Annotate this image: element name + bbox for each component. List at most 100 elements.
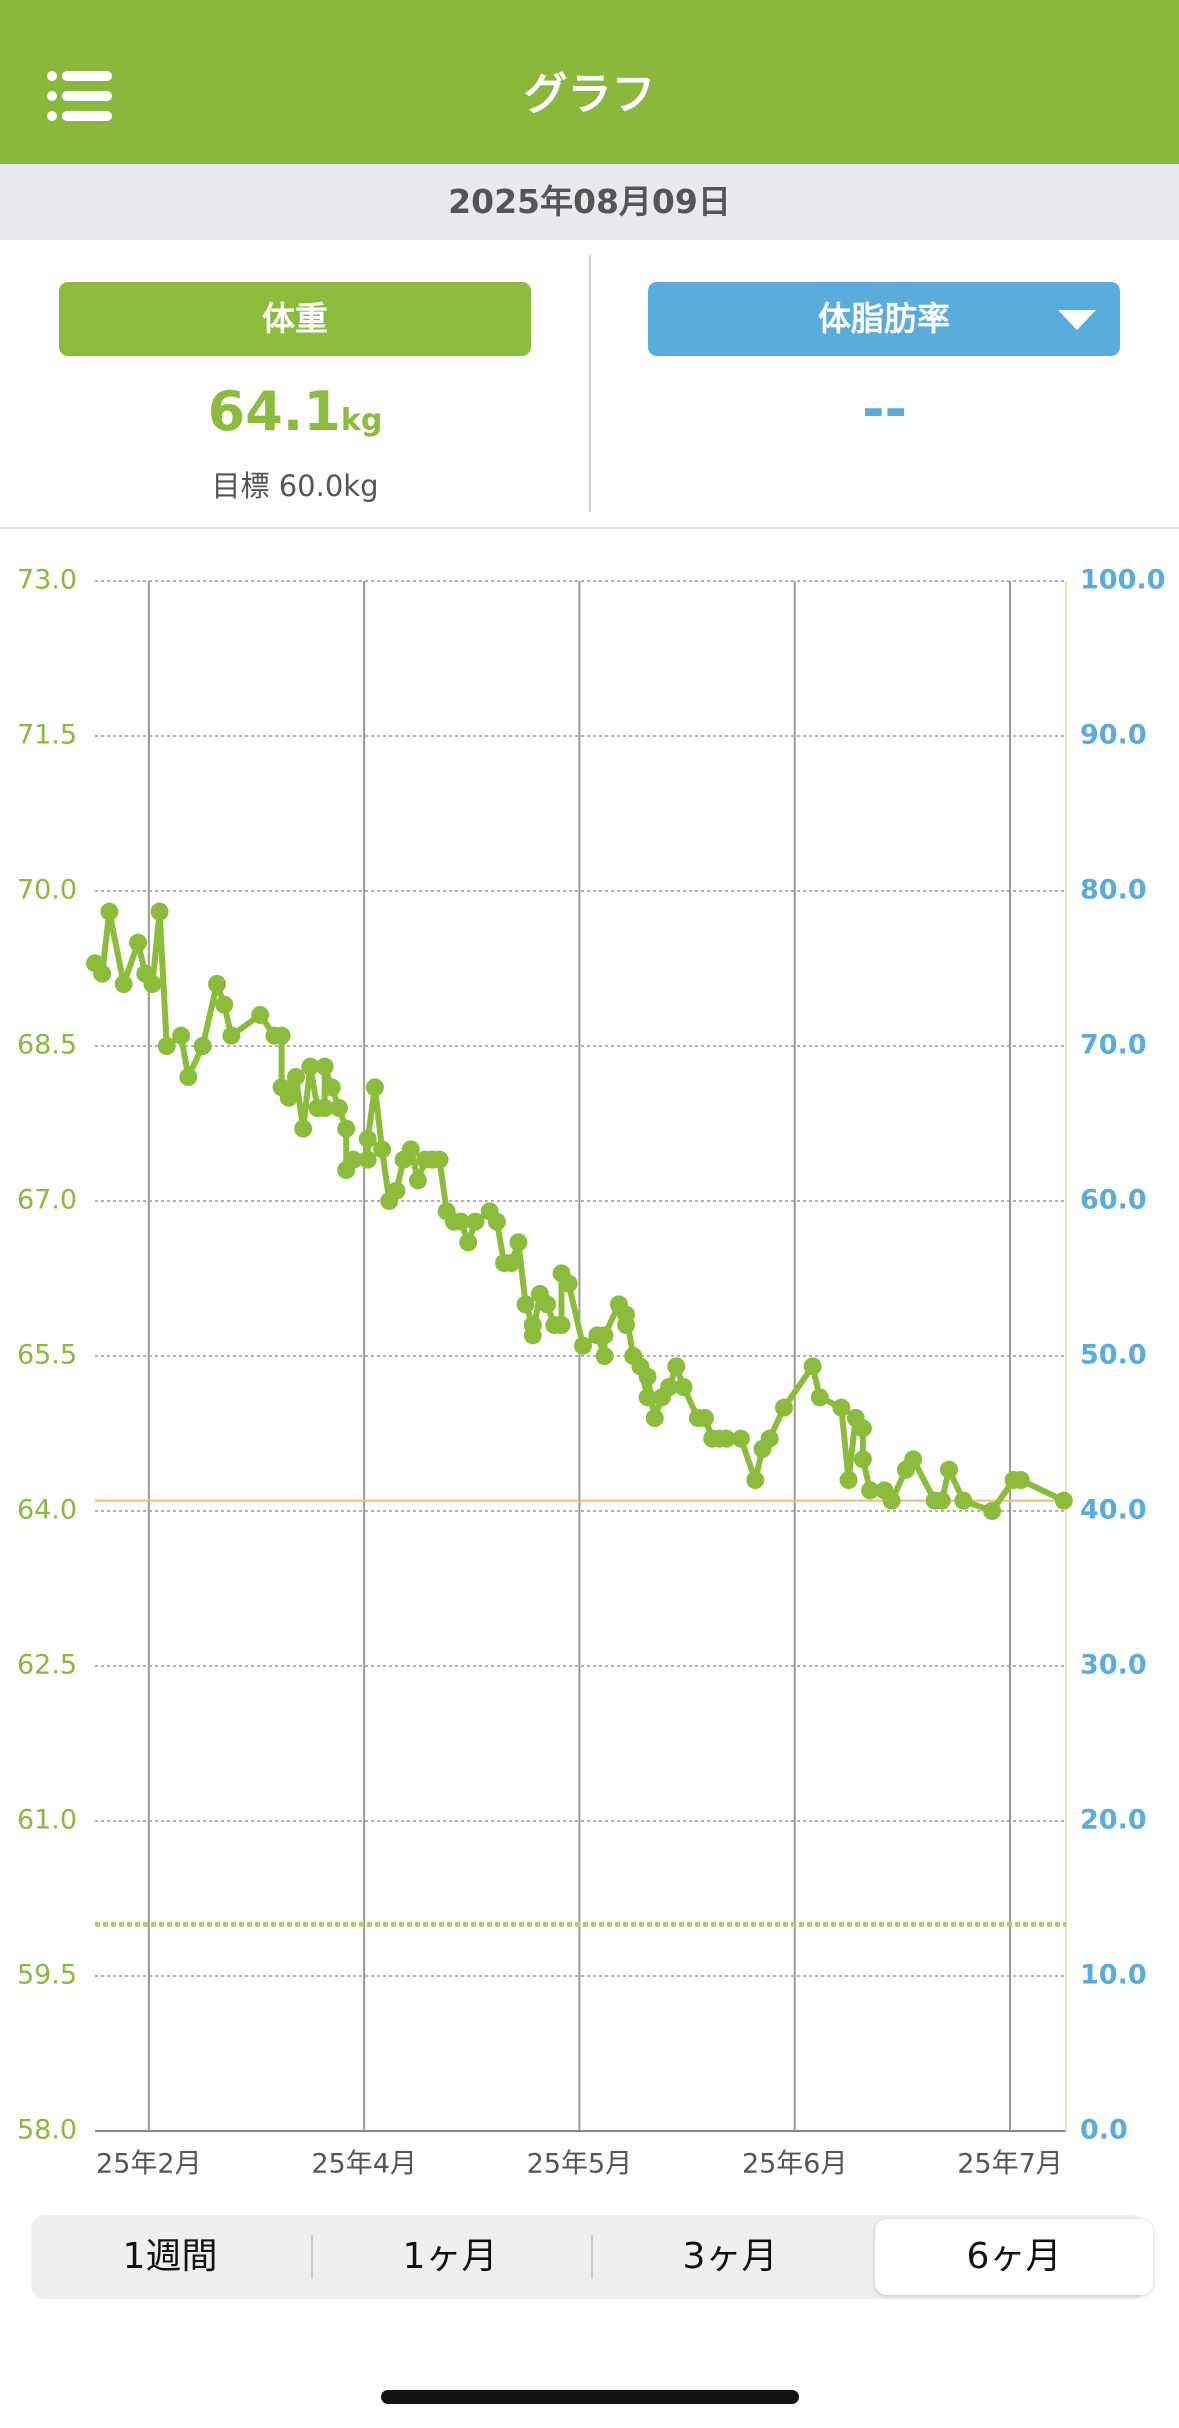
data-point	[401, 1140, 420, 1159]
y-tick-label: 67.0	[17, 1185, 77, 1216]
home-indicator	[381, 2390, 799, 2404]
data-point	[696, 1409, 715, 1427]
data-point	[559, 1274, 578, 1293]
value: 64.1	[207, 380, 341, 443]
data-point	[617, 1305, 636, 1324]
data-point	[502, 1254, 521, 1272]
data-point	[538, 1295, 557, 1314]
date: 2025年08月09日	[0, 164, 1179, 240]
data-point	[193, 1037, 212, 1055]
data-point	[523, 1326, 542, 1345]
data-point	[731, 1429, 750, 1448]
data-point	[315, 1057, 334, 1076]
data-point	[932, 1491, 951, 1510]
divider	[589, 255, 591, 512]
data-point	[810, 1388, 829, 1407]
data-point	[365, 1078, 384, 1097]
data-point	[373, 1140, 392, 1159]
y2-tick-label: 90.0	[1080, 720, 1147, 751]
data-point	[100, 902, 119, 921]
y2-tick-label: 10.0	[1080, 1960, 1147, 1991]
data-point	[272, 1026, 291, 1045]
data-point	[129, 933, 148, 952]
body-fat-button[interactable]: 体脂肪率	[648, 282, 1120, 356]
data-point	[839, 1471, 858, 1489]
data-point	[674, 1378, 693, 1396]
data-point	[667, 1357, 686, 1376]
y-tick-label: 65.5	[17, 1340, 77, 1371]
weight-goal: 目標 60.0kg	[211, 469, 379, 503]
data-point	[954, 1491, 973, 1510]
data-point	[595, 1326, 614, 1345]
data-point	[157, 1037, 176, 1055]
y2-tick-label: 20.0	[1080, 1805, 1147, 1836]
data-point	[322, 1078, 341, 1097]
data-point	[337, 1119, 356, 1138]
data-point	[882, 1491, 901, 1510]
data-point	[344, 1150, 363, 1169]
y-tick-label: 58.0	[17, 2115, 77, 2146]
y-tick-label: 59.5	[17, 1960, 77, 1991]
x-tick-label: 25年6月	[742, 2149, 848, 2180]
data-point	[983, 1502, 1002, 1520]
data-point	[595, 1347, 614, 1365]
chart: 58.0 59.5 61.0 62.5 64.0 65.5 67.0 68.5 70.0 71.5…	[17, 565, 1165, 2180]
data-point	[286, 1068, 305, 1086]
data-point	[774, 1398, 793, 1417]
separator	[0, 527, 1179, 529]
data-point	[222, 1026, 241, 1045]
data-point	[638, 1367, 657, 1386]
data-point	[430, 1150, 449, 1169]
tab[interactable]: 1週間	[122, 2236, 218, 2277]
data-point	[172, 1026, 191, 1045]
data-point	[717, 1429, 736, 1448]
y2-tick-label: 50.0	[1080, 1340, 1147, 1371]
y2-tick-label: 0.0	[1080, 2115, 1128, 2146]
data-point	[408, 1171, 427, 1190]
y2-tick-label: 40.0	[1080, 1495, 1147, 1526]
data-point	[552, 1316, 571, 1334]
weight-button[interactable]: 体重	[59, 282, 531, 356]
weight-value: 64.1kg	[0, 380, 590, 443]
y-tick-label: 73.0	[17, 565, 77, 596]
data-point	[638, 1388, 657, 1407]
tab[interactable]: 1ヶ月	[402, 2236, 498, 2277]
y-tick-label: 68.5	[17, 1030, 77, 1061]
data-point	[904, 1450, 923, 1469]
data-point	[832, 1398, 851, 1417]
data-point	[294, 1119, 313, 1138]
x-tick-label: 25年4月	[311, 2149, 417, 2180]
data-point	[574, 1336, 593, 1355]
data-point	[853, 1450, 872, 1469]
data-point	[387, 1181, 406, 1200]
data-point	[452, 1212, 471, 1231]
y2-tick-label: 30.0	[1080, 1650, 1147, 1681]
data-point	[315, 1099, 334, 1117]
dropdown-icon	[1058, 310, 1096, 330]
data-point	[330, 1099, 349, 1117]
data-point	[853, 1419, 872, 1438]
data-point	[459, 1233, 478, 1252]
menu-icon[interactable]	[46, 68, 116, 124]
data-point	[746, 1471, 765, 1489]
y-tick-label: 71.5	[17, 720, 77, 751]
data-point	[93, 964, 112, 983]
tab[interactable]: 3ヶ月	[682, 2236, 778, 2277]
x-tick-label: 25年7月	[957, 2149, 1063, 2180]
data-point	[645, 1409, 664, 1427]
y-tick-label: 62.5	[17, 1650, 77, 1681]
data-point	[940, 1460, 959, 1479]
x-tick-label: 25年5月	[527, 2149, 633, 2180]
tab-separator	[311, 2235, 313, 2279]
data-point	[143, 975, 162, 993]
data-point	[179, 1068, 198, 1086]
data-point	[358, 1150, 377, 1169]
data-point	[1054, 1491, 1073, 1510]
data-point	[509, 1233, 528, 1252]
data-point	[1011, 1471, 1030, 1489]
data-point	[660, 1378, 679, 1396]
tab[interactable]: 6ヶ月	[875, 2219, 1153, 2295]
y2-tick-label: 80.0	[1080, 875, 1147, 906]
y2-tick-label: 70.0	[1080, 1030, 1147, 1061]
